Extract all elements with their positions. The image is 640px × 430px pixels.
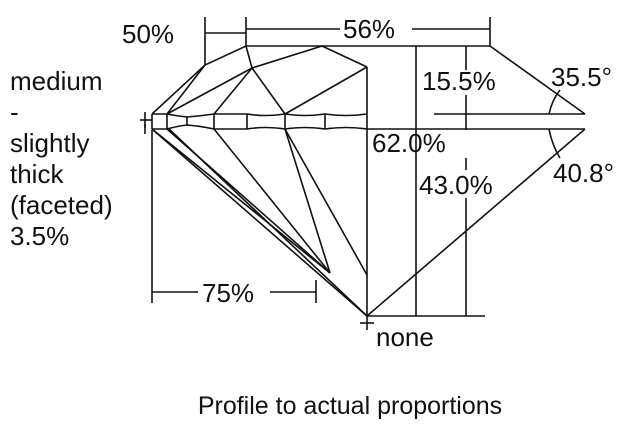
lower-half-label: 75% [202, 278, 255, 308]
crown-facets [166, 45, 368, 115]
girdle-line: medium [10, 66, 103, 96]
pavilion-facets [151, 128, 368, 317]
culet-label: none [376, 322, 434, 352]
pavilion-depth-label: 43.0% [419, 170, 493, 200]
girdle-line: (faceted) [10, 190, 113, 220]
girdle-line: thick [10, 159, 64, 189]
girdle-line: 3.5% [10, 221, 70, 251]
table-label: 56% [343, 14, 396, 44]
pavilion-angle-label: 40.8° [553, 158, 615, 188]
girdle [151, 113, 368, 130]
dimension-lines [140, 17, 561, 330]
caption: Profile to actual proportions [197, 392, 503, 420]
girdle-line: slightly [10, 128, 90, 158]
girdle-line: - [10, 97, 19, 127]
crown-angle-label: 35.5° [551, 62, 613, 92]
crown-ratio-label: 50% [122, 19, 175, 49]
crown-height-label: 15.5% [422, 66, 496, 96]
girdle-thickness-label: medium - slightly thick (faceted) 3.5% [10, 66, 113, 252]
total-depth-label: 62.0% [372, 128, 446, 158]
